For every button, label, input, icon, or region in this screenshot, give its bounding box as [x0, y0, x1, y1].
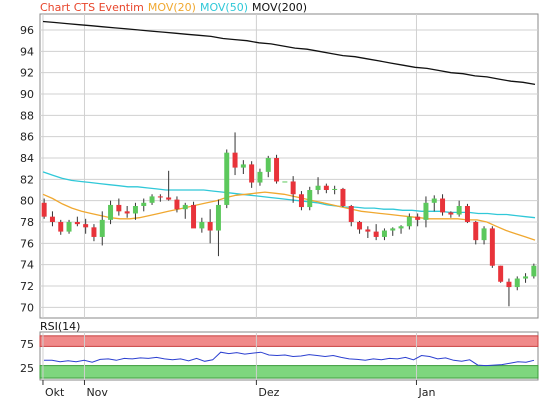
candle-body	[66, 222, 72, 232]
candle-body	[431, 198, 437, 203]
candle-body	[348, 206, 354, 222]
candle-body	[249, 164, 255, 183]
candle-body	[481, 228, 487, 241]
candle-body	[506, 281, 512, 288]
chart-legend: Chart CTS Eventim MOV(20) MOV(50) MOV(200)	[40, 1, 307, 14]
price-tick-label: 96	[20, 24, 34, 37]
candle-body	[257, 171, 263, 183]
price-tick-label: 94	[20, 45, 34, 58]
price-tick-label: 84	[20, 152, 34, 165]
candle-body	[323, 185, 329, 190]
price-tick-label: 74	[20, 259, 34, 272]
rsi-tick-label: 25	[20, 362, 34, 375]
candle-body	[381, 230, 387, 237]
x-tick-label: Dez	[258, 386, 279, 399]
candle-body	[74, 222, 80, 225]
rsi-tick-label: 75	[20, 338, 34, 351]
rsi-overbought-band	[39, 335, 539, 347]
candle-body	[373, 231, 379, 237]
price-tick-label: 70	[20, 301, 34, 314]
candle-body	[157, 196, 163, 198]
candle-body	[307, 190, 313, 208]
price-plot-frame	[39, 13, 539, 319]
candle-body	[398, 226, 404, 229]
candle-body	[298, 194, 304, 208]
legend-item-0: Chart CTS Eventim	[40, 1, 144, 14]
mov20-line	[42, 191, 536, 241]
candle-body	[141, 202, 147, 206]
x-tick-label: Nov	[86, 386, 108, 399]
candle-body	[232, 152, 238, 168]
legend-item-2: MOV(50)	[200, 1, 248, 14]
price-tick-label: 72	[20, 280, 34, 293]
rsi-line	[44, 351, 535, 367]
candle-body	[365, 229, 371, 232]
candle-body	[423, 202, 429, 220]
candle-body	[124, 211, 130, 214]
candle-body	[49, 216, 55, 222]
candle-body	[191, 204, 197, 229]
candle-body	[174, 199, 180, 210]
price-tick-label: 90	[20, 88, 34, 101]
candle-body	[390, 228, 396, 231]
candle-body	[406, 216, 412, 227]
candle-body	[531, 265, 537, 277]
candle-body	[108, 204, 114, 220]
candle-body	[340, 188, 346, 206]
x-tick-label: Jan	[417, 386, 435, 399]
mov200-line	[42, 20, 536, 86]
price-tick-label: 80	[20, 195, 34, 208]
candle-body	[215, 204, 221, 231]
legend-item-1: MOV(20)	[148, 1, 196, 14]
price-tick-label: 92	[20, 67, 34, 80]
candle-body	[473, 222, 479, 241]
price-tick-label: 78	[20, 216, 34, 229]
price-panel: 70 72 74 76 78 80 82 84 86 88 90 92 94 96	[20, 13, 539, 319]
candle-body	[224, 152, 230, 205]
price-tick-label: 88	[20, 109, 34, 122]
price-tick-label: 86	[20, 131, 34, 144]
candle-body	[448, 212, 454, 215]
candle-body	[99, 219, 105, 237]
candle-body	[332, 188, 338, 190]
candle-body	[456, 206, 462, 215]
candle-body	[91, 227, 97, 237]
candle-body	[315, 185, 321, 190]
candle-body	[265, 158, 271, 172]
candle-body	[464, 206, 470, 222]
candle-body	[240, 164, 246, 168]
price-tick-label: 82	[20, 173, 34, 186]
candle-body	[440, 198, 446, 213]
candle-body	[83, 224, 89, 228]
rsi-panel: RSI(14) 25 75	[20, 320, 539, 381]
price-tick-label: 76	[20, 237, 34, 250]
candle-body	[415, 216, 421, 220]
rsi-oversold-band	[39, 365, 539, 379]
x-tick-label: Okt	[45, 386, 65, 399]
candle-body	[58, 222, 64, 232]
candle-body	[290, 181, 296, 195]
candle-body	[274, 158, 280, 182]
x-axis: Okt Nov Dez Jan	[42, 380, 435, 399]
candle-body	[357, 222, 363, 230]
candle-body	[199, 222, 205, 229]
legend-item-3: MOV(200)	[252, 1, 307, 14]
rsi-title: RSI(14)	[40, 320, 80, 333]
candle-body	[41, 202, 47, 217]
candle-body	[498, 265, 504, 282]
candle-body	[166, 197, 172, 200]
candle-body	[116, 204, 122, 212]
candle-body	[149, 196, 155, 203]
candle-body	[182, 204, 188, 210]
candle-body	[132, 206, 138, 214]
candle-body	[489, 228, 495, 266]
candle-body	[514, 278, 520, 288]
candle-body	[282, 181, 288, 183]
candle-body	[523, 276, 529, 279]
candle-body	[207, 222, 213, 231]
